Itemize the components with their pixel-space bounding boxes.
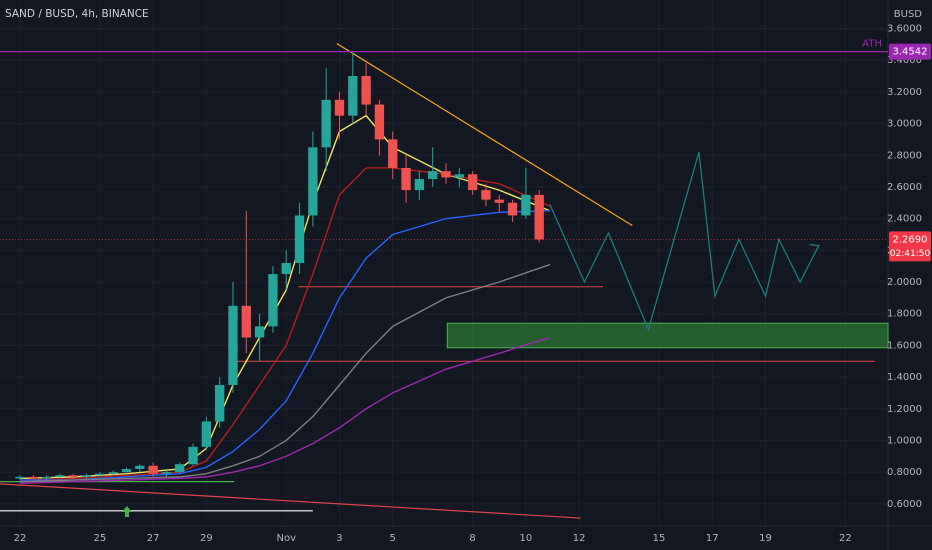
x-tick-label: 19 — [759, 533, 772, 544]
candle-body — [507, 202, 518, 216]
candle-body — [188, 446, 198, 465]
candle-body — [81, 475, 92, 477]
candle-body — [494, 199, 504, 203]
candle-body — [441, 171, 451, 178]
x-tick-label: 3 — [336, 533, 342, 544]
candle-body — [281, 263, 291, 275]
y-tick-label: 2.4000 — [887, 214, 922, 225]
x-tick-label: 5 — [390, 533, 396, 544]
last-price-badge — [889, 231, 931, 262]
x-tick-label: 29 — [200, 533, 213, 544]
candle-body — [294, 215, 305, 263]
candle-body — [161, 472, 172, 474]
candle-body — [95, 473, 105, 476]
candle-body — [175, 464, 185, 473]
y-tick-label: 3.6000 — [887, 24, 922, 35]
candle-body — [241, 305, 251, 338]
y-tick-label: 3.0000 — [887, 119, 922, 130]
candle-body — [148, 465, 158, 474]
y-tick-label: 3.2000 — [887, 87, 922, 98]
x-tick-label: 8 — [469, 533, 475, 544]
candle-body — [308, 147, 318, 216]
ath-badge-label: 3.4542 — [893, 47, 928, 58]
candle-body — [228, 305, 238, 385]
candle-body — [201, 421, 212, 447]
candle-body — [55, 475, 65, 477]
y-tick-label: 1.2000 — [887, 404, 922, 415]
candle-body — [388, 139, 398, 168]
x-tick-label: 12 — [573, 533, 586, 544]
y-tick-label: 0.8000 — [887, 467, 922, 478]
ath-text: ATH — [862, 39, 882, 50]
y-tick-label: 1.8000 — [887, 309, 922, 320]
projection-path — [549, 151, 820, 332]
trend-line — [336, 43, 633, 227]
candle-body — [215, 384, 225, 422]
candle-body — [254, 326, 265, 338]
candle-body — [28, 476, 38, 479]
candle-body — [428, 171, 438, 180]
moving-average — [19, 114, 551, 480]
candle-body — [481, 190, 491, 200]
candle-body — [534, 194, 544, 240]
x-tick-label: 22 — [14, 533, 27, 544]
trend-line — [0, 483, 581, 519]
moving-average — [19, 263, 551, 483]
candle-body — [454, 174, 464, 178]
candle-body — [414, 179, 425, 191]
y-tick-label: 3.4000 — [887, 55, 922, 66]
y-tick-label: 2.0000 — [887, 277, 922, 288]
x-tick-label: 25 — [93, 533, 106, 544]
candle-body — [401, 167, 411, 191]
y-tick-label: 1.0000 — [887, 435, 922, 446]
moving-average — [19, 210, 550, 481]
candle-body — [361, 76, 371, 105]
candle-body — [108, 472, 118, 474]
zone — [446, 322, 889, 349]
candle-body — [334, 99, 345, 116]
candle-body — [268, 274, 278, 327]
moving-average — [19, 336, 551, 484]
chart-title: SAND / BUSD, 4h, BINANCE — [5, 8, 149, 20]
signal-arrow — [122, 506, 132, 517]
projection-arrowhead — [809, 243, 820, 254]
x-tick-label: Nov — [276, 533, 296, 544]
candle-body — [521, 194, 531, 216]
ath-badge — [889, 43, 931, 60]
last-price-label: 2.2690 — [893, 234, 928, 245]
countdown-label: 02:41:50 — [890, 249, 931, 259]
candle-body — [321, 99, 331, 148]
candle-body — [348, 76, 358, 116]
y-tick-label: 1.4000 — [887, 372, 922, 383]
candle-body — [121, 468, 132, 473]
x-tick-label: 27 — [147, 533, 160, 544]
candle-body — [41, 476, 52, 479]
y-tick-label: 2.6000 — [887, 182, 922, 193]
y-tick-label: 1.6000 — [887, 340, 922, 351]
x-tick-label: 17 — [706, 533, 719, 544]
y-tick-label: 2.8000 — [887, 150, 922, 161]
currency-label: BUSD — [894, 9, 923, 20]
candle-body — [15, 476, 25, 479]
candle-body — [467, 174, 478, 191]
x-tick-label: 15 — [653, 533, 666, 544]
candle-body — [374, 104, 385, 140]
x-tick-label: 10 — [520, 533, 533, 544]
y-tick-label: 0.6000 — [887, 499, 922, 510]
x-tick-label: 22 — [839, 533, 852, 544]
candle-body — [68, 475, 78, 477]
plot: ATH — [0, 0, 889, 526]
candle-body — [135, 465, 145, 469]
